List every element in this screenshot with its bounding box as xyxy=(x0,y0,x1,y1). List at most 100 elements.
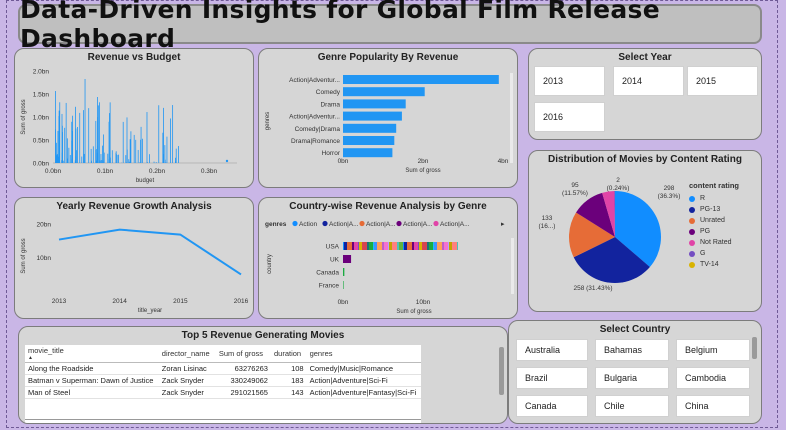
genre-bar[interactable] xyxy=(343,99,406,109)
country-legend-item[interactable]: Action|A... xyxy=(403,221,433,228)
country-legend-item[interactable]: Action|A... xyxy=(329,221,359,228)
country-option[interactable]: Cambodia xyxy=(676,367,750,389)
pie-slice[interactable] xyxy=(573,237,650,283)
country-segment[interactable] xyxy=(374,242,377,250)
country-segment[interactable] xyxy=(414,242,418,250)
pie-slice[interactable] xyxy=(569,212,615,258)
year-option-2015[interactable]: 2015 xyxy=(687,66,758,96)
country-segment[interactable] xyxy=(382,242,384,250)
country-segment[interactable] xyxy=(418,242,419,250)
country-segment[interactable] xyxy=(437,242,442,250)
country-legend-item[interactable]: Action xyxy=(299,221,317,228)
country-segment[interactable] xyxy=(362,242,367,250)
column-header[interactable]: director_name xyxy=(158,345,216,363)
country-segment[interactable] xyxy=(407,242,412,250)
country-segment[interactable] xyxy=(384,242,388,250)
country-segment[interactable] xyxy=(389,242,392,250)
country-segment[interactable] xyxy=(359,242,362,250)
country-segment[interactable] xyxy=(388,242,389,250)
country-segment[interactable] xyxy=(358,242,359,250)
country-segment[interactable] xyxy=(434,242,437,250)
legend-item[interactable]: Not Rated xyxy=(689,239,739,246)
country-segment[interactable] xyxy=(367,242,369,250)
country-segment[interactable] xyxy=(369,242,373,250)
country-segment[interactable] xyxy=(412,242,414,250)
country-option[interactable]: China xyxy=(676,395,750,417)
genre-bar[interactable] xyxy=(343,87,425,97)
yearly-growth-card[interactable]: Yearly Revenue Growth Analysis 10bn 20bn 2… xyxy=(14,197,254,319)
country-segment[interactable] xyxy=(422,242,427,250)
country-segment[interactable] xyxy=(433,242,434,250)
country-segment[interactable] xyxy=(373,242,374,250)
pie-slice[interactable] xyxy=(614,191,615,237)
country-segment[interactable] xyxy=(354,242,358,250)
country-segment[interactable] xyxy=(427,242,429,250)
country-bar[interactable] xyxy=(343,281,344,289)
country-genre-card[interactable]: Country-wise Revenue Analysis by Genre g… xyxy=(258,197,518,319)
pie-slice[interactable] xyxy=(615,191,661,267)
country-option[interactable]: Brazil xyxy=(516,367,588,389)
genre-popularity-card[interactable]: Genre Popularity By Revenue Action|Adven… xyxy=(258,48,518,188)
table-row[interactable]: Batman v Superman: Dawn of Justice Zack S… xyxy=(25,374,421,387)
country-segment[interactable] xyxy=(344,242,347,250)
legend-item[interactable]: Unrated xyxy=(689,217,739,224)
country-legend-item[interactable]: Action|A... xyxy=(440,221,470,228)
table-row[interactable]: Along the Roadside Zoran Lisinac 63276263 1… xyxy=(25,362,421,375)
pie-slice[interactable] xyxy=(602,191,615,237)
table-scrollbar[interactable] xyxy=(499,347,504,395)
country-segment[interactable] xyxy=(404,242,407,250)
column-header[interactable]: duration xyxy=(270,345,307,363)
content-rating-card[interactable]: Distribution of Movies by Content Rating… xyxy=(528,150,762,312)
country-segment[interactable] xyxy=(442,242,444,250)
column-header[interactable]: movie_title ▲ xyxy=(25,345,159,363)
country-option[interactable]: Australia xyxy=(516,339,588,361)
country-option[interactable]: Bulgaria xyxy=(595,367,669,389)
country-scrollbar[interactable] xyxy=(752,337,757,359)
country-segment[interactable] xyxy=(448,242,449,250)
country-segment[interactable] xyxy=(449,242,452,250)
country-segment[interactable] xyxy=(397,242,399,250)
country-scrollbar-track[interactable] xyxy=(511,238,514,294)
revenue-budget-card[interactable]: Revenue vs Budget 0.0bn 0.5bn 1.0bn 1.5bn 2.… xyxy=(14,48,254,188)
year-option-2013[interactable]: 2013 xyxy=(534,66,605,96)
year-option-2016[interactable]: 2016 xyxy=(534,102,605,132)
genre-bar[interactable] xyxy=(343,123,397,133)
genre-scrollbar-track[interactable] xyxy=(510,73,513,163)
country-segment[interactable] xyxy=(377,242,382,250)
country-bar[interactable] xyxy=(343,268,345,276)
genre-bar[interactable] xyxy=(343,136,395,145)
country-segment[interactable] xyxy=(419,242,422,250)
country-segment[interactable] xyxy=(352,242,354,250)
legend-item[interactable]: PG-13 xyxy=(689,206,739,213)
country-option[interactable]: Chile xyxy=(595,395,669,417)
year-option-2014[interactable]: 2014 xyxy=(613,66,684,96)
country-segment[interactable] xyxy=(403,242,404,250)
country-legend-item[interactable]: Action|A... xyxy=(366,221,396,228)
genre-bar[interactable] xyxy=(343,75,499,84)
country-option[interactable]: Bahamas xyxy=(595,339,669,361)
top-movies-card[interactable]: Top 5 Revenue Generating Movies movie_ti… xyxy=(18,326,508,424)
column-header[interactable]: Sum of gross xyxy=(215,345,271,363)
country-segment[interactable] xyxy=(343,242,344,250)
country-segment[interactable] xyxy=(429,242,433,250)
country-segment[interactable] xyxy=(399,242,403,250)
country-segment[interactable] xyxy=(452,242,457,250)
genre-bar[interactable] xyxy=(343,111,402,121)
revenue-line[interactable] xyxy=(58,228,242,276)
country-bar[interactable] xyxy=(343,255,352,263)
column-header[interactable]: genres xyxy=(306,345,421,363)
country-option[interactable]: Belgium xyxy=(676,339,750,361)
country-option[interactable]: Canada xyxy=(516,395,588,417)
legend-item[interactable]: PG xyxy=(689,228,739,235)
table-row[interactable]: Man of Steel Zack Snyder 291021565 143 Actio… xyxy=(25,386,421,399)
legend-item[interactable]: TV-14 xyxy=(689,261,739,268)
legend-next-arrow[interactable]: ▸ xyxy=(501,221,505,228)
country-segment[interactable] xyxy=(457,242,458,250)
country-segment[interactable] xyxy=(392,242,397,250)
legend-item[interactable]: G xyxy=(689,250,739,257)
country-segment[interactable] xyxy=(444,242,448,250)
country-segment[interactable] xyxy=(347,242,352,250)
genre-bar[interactable] xyxy=(343,148,393,158)
pie-slice[interactable] xyxy=(576,192,615,237)
legend-item[interactable]: R xyxy=(689,195,739,202)
